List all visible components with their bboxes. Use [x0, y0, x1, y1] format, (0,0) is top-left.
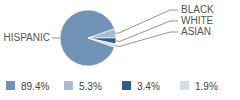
legend-swatch	[6, 81, 15, 90]
legend-label: 5.3%	[79, 81, 102, 92]
legend: 89.4% 5.3% 3.4% 1.9%	[6, 81, 218, 92]
slice-label: WHITE	[181, 15, 214, 26]
leader-line	[52, 38, 60, 39]
legend-swatch	[64, 81, 73, 90]
legend-label: 3.4%	[137, 81, 160, 92]
chart: HISPANIC BLACKWHITEASIAN 89.4% 5.3% 3.4% 1.9%	[0, 0, 240, 100]
slice-label: ASIAN	[181, 26, 211, 37]
leader-line	[115, 32, 178, 47]
legend-label: 1.9%	[195, 81, 218, 92]
legend-swatch	[180, 81, 189, 90]
pie	[60, 10, 116, 66]
slice	[88, 38, 115, 47]
legend-swatch	[122, 81, 131, 90]
legend-label: 89.4%	[21, 81, 49, 92]
slice-label: BLACK	[181, 4, 214, 15]
slice-label: HISPANIC	[4, 32, 51, 43]
slice	[88, 29, 116, 38]
